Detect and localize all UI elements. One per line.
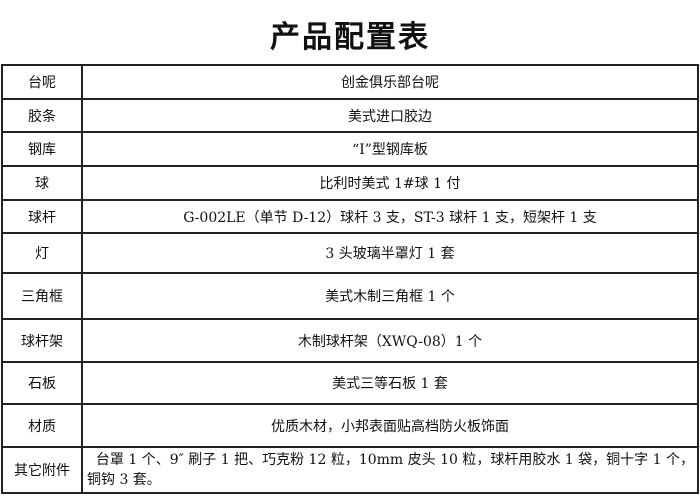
table-row: 球杆 G-002LE（单节 D-12）球杆 3 支，ST-3 球杆 1 支，短架杆…	[1, 199, 699, 234]
row-value: “I”型钢库板	[81, 131, 699, 167]
row-label: 球	[1, 165, 83, 201]
table-row: 材质 优质木材，小邦表面贴高档防火板饰面	[1, 403, 699, 448]
row-label: 钢库	[1, 131, 83, 167]
row-label: 三角框	[1, 272, 83, 320]
table-row: 球比利时美式 1#球 1 付	[1, 165, 699, 201]
table-row: 石板 美式三等石板 1 套	[1, 361, 699, 405]
config-table: 台呢 创金俱乐部台呢 胶条 美式进口胶边 钢库 “I”型钢库板 球比利时美式 1#球 …	[1, 64, 699, 494]
page-title: 产品配置表	[270, 20, 430, 55]
row-label: 其它附件	[1, 446, 83, 494]
row-value: 美式三等石板 1 套	[81, 361, 699, 405]
table-row: 其它附件 台罩 1 个、9″ 刷子 1 把、巧克粉 12 粒，10mm 皮头 1…	[1, 446, 699, 494]
row-value: G-002LE（单节 D-12）球杆 3 支，ST-3 球杆 1 支，短架杆 1…	[81, 199, 699, 234]
row-label: 石板	[1, 361, 83, 405]
table-row: 球杆架 木制球杆架（XWQ-08）1 个	[1, 318, 699, 363]
row-label: 灯	[1, 232, 83, 274]
row-value: 创金俱乐部台呢	[81, 64, 699, 100]
row-value: 美式进口胶边	[81, 98, 699, 133]
row-value: 美式木制三角框 1 个	[81, 272, 699, 320]
row-label: 球杆架	[1, 318, 83, 363]
table-row: 三角框 美式木制三角框 1 个	[1, 272, 699, 320]
table-row: 台呢 创金俱乐部台呢	[1, 64, 699, 100]
table-row: 胶条 美式进口胶边	[1, 98, 699, 133]
row-label: 材质	[1, 403, 83, 448]
row-label: 胶条	[1, 98, 83, 133]
row-label: 台呢	[1, 64, 83, 100]
table-row: 钢库 “I”型钢库板	[1, 131, 699, 167]
row-value: 木制球杆架（XWQ-08）1 个	[81, 318, 699, 363]
row-value: 比利时美式 1#球 1 付	[81, 165, 699, 201]
row-value: 台罩 1 个、9″ 刷子 1 把、巧克粉 12 粒，10mm 皮头 10 粒，球…	[81, 446, 699, 494]
row-label: 球杆	[1, 199, 83, 234]
row-value: 3 头玻璃半罩灯 1 套	[81, 232, 699, 274]
row-value: 优质木材，小邦表面贴高档防火板饰面	[81, 403, 699, 448]
